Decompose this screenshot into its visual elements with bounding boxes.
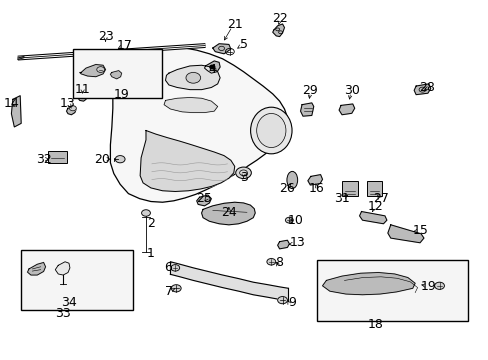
Text: 25: 25 xyxy=(196,192,212,205)
Bar xyxy=(21,249,133,310)
Bar xyxy=(73,49,161,98)
Polygon shape xyxy=(204,61,220,73)
Polygon shape xyxy=(163,98,217,113)
Polygon shape xyxy=(413,84,430,95)
Polygon shape xyxy=(387,225,423,243)
Polygon shape xyxy=(196,195,211,206)
Polygon shape xyxy=(78,93,86,101)
Polygon shape xyxy=(55,262,70,275)
Polygon shape xyxy=(110,47,287,202)
Text: 3: 3 xyxy=(239,171,247,184)
Polygon shape xyxy=(359,212,386,224)
Text: 13: 13 xyxy=(60,98,76,111)
Circle shape xyxy=(235,167,251,179)
Polygon shape xyxy=(170,262,288,301)
Text: 4: 4 xyxy=(208,63,216,76)
Text: 14: 14 xyxy=(3,98,19,111)
Polygon shape xyxy=(338,104,354,115)
Circle shape xyxy=(266,258,275,265)
Circle shape xyxy=(115,156,125,163)
Bar xyxy=(366,181,381,196)
Text: 11: 11 xyxy=(75,83,90,96)
Polygon shape xyxy=(300,103,313,116)
Polygon shape xyxy=(80,64,105,77)
Text: 18: 18 xyxy=(366,318,382,331)
Text: 23: 23 xyxy=(98,30,113,43)
Circle shape xyxy=(142,210,150,216)
Circle shape xyxy=(209,65,214,69)
Text: 16: 16 xyxy=(308,182,324,195)
Polygon shape xyxy=(322,273,414,295)
Polygon shape xyxy=(201,202,255,225)
Polygon shape xyxy=(140,131,234,192)
Circle shape xyxy=(185,72,200,83)
Polygon shape xyxy=(277,240,289,249)
Text: 34: 34 xyxy=(61,296,77,309)
Text: 26: 26 xyxy=(279,182,295,195)
Text: 27: 27 xyxy=(372,192,388,205)
Circle shape xyxy=(277,297,287,304)
Polygon shape xyxy=(165,65,220,90)
Text: 19: 19 xyxy=(114,88,129,101)
Circle shape xyxy=(434,282,444,289)
Text: 33: 33 xyxy=(55,307,71,320)
Text: 15: 15 xyxy=(412,224,428,237)
Text: 12: 12 xyxy=(366,201,382,213)
Text: 6: 6 xyxy=(163,261,171,274)
Polygon shape xyxy=(11,96,21,127)
Text: 7: 7 xyxy=(164,285,173,298)
Ellipse shape xyxy=(286,171,297,189)
Circle shape xyxy=(170,265,179,271)
Text: 31: 31 xyxy=(333,192,349,205)
Text: 20: 20 xyxy=(94,153,110,166)
Text: 8: 8 xyxy=(275,256,283,269)
Circle shape xyxy=(285,217,293,223)
Text: 21: 21 xyxy=(226,18,242,31)
Polygon shape xyxy=(110,71,122,79)
Text: 22: 22 xyxy=(271,12,287,25)
Polygon shape xyxy=(307,175,322,185)
Text: 9: 9 xyxy=(288,296,296,309)
Circle shape xyxy=(69,106,76,111)
Polygon shape xyxy=(27,262,45,275)
Text: 29: 29 xyxy=(302,84,318,97)
Polygon shape xyxy=(272,24,284,37)
Bar xyxy=(48,151,67,163)
Text: 1: 1 xyxy=(146,247,155,260)
Bar xyxy=(341,181,357,196)
Text: 30: 30 xyxy=(343,84,359,97)
Ellipse shape xyxy=(250,107,291,154)
Ellipse shape xyxy=(256,113,285,148)
Polygon shape xyxy=(66,107,76,115)
Text: 19: 19 xyxy=(420,280,436,293)
Text: 10: 10 xyxy=(287,214,303,227)
Circle shape xyxy=(97,67,104,72)
Text: 17: 17 xyxy=(117,39,133,52)
Text: 5: 5 xyxy=(239,38,247,51)
Text: 24: 24 xyxy=(221,207,236,220)
Text: 28: 28 xyxy=(419,81,434,94)
Polygon shape xyxy=(212,44,230,54)
Text: 32: 32 xyxy=(36,153,51,166)
Text: 13: 13 xyxy=(289,236,305,249)
Text: 2: 2 xyxy=(146,217,155,230)
Circle shape xyxy=(171,285,181,292)
Bar xyxy=(316,260,467,320)
